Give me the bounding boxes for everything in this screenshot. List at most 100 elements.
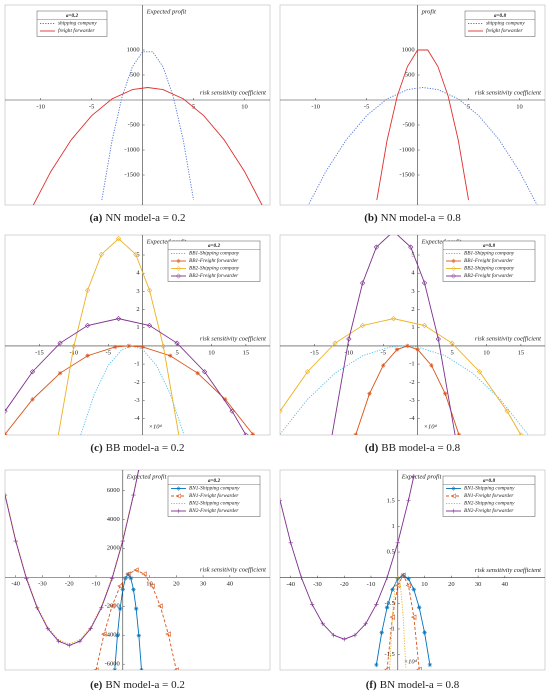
point-marker: [84, 322, 91, 329]
legend-label: BB2-Shipping company: [189, 266, 240, 272]
x-tick-label: -10: [36, 103, 45, 110]
point-marker: [408, 244, 414, 250]
legend-label: BN2-Freight forwarder: [189, 507, 239, 514]
point-marker: [405, 343, 410, 349]
point-marker: [136, 633, 142, 638]
point-marker: [93, 667, 99, 670]
x-tick-label: 5: [467, 103, 470, 110]
x-tick-label: 10: [208, 349, 215, 356]
point-marker: [243, 432, 249, 435]
caption-label: (f): [366, 679, 377, 691]
point-marker: [395, 576, 400, 581]
point-marker: [410, 614, 417, 620]
point-marker: [157, 603, 163, 609]
point-marker: [416, 605, 422, 610]
point-marker: [5, 408, 8, 414]
point-marker: [411, 587, 417, 592]
point-marker: [120, 587, 125, 592]
point-marker: [429, 363, 434, 368]
x-tick-label: -10: [344, 349, 353, 356]
point-marker: [165, 631, 171, 637]
legend-marker: [451, 508, 456, 514]
point-marker: [331, 632, 336, 638]
x-tick-label: -10: [92, 581, 101, 588]
point-marker: [518, 432, 524, 435]
point-marker: [406, 576, 411, 581]
panel-frame: [279, 4, 546, 206]
caption: (a) NN model-a = 0.2: [90, 212, 186, 224]
y-tick-label: -3: [134, 397, 139, 404]
point-marker: [406, 498, 411, 503]
y-tick-label: 1000: [127, 46, 140, 53]
chart-panel: -10 -5 5 10 -1500 -1000 -500 500 1000 profit risk …: [279, 4, 546, 224]
y-tick-label: -1: [134, 361, 139, 368]
point-marker: [5, 432, 8, 435]
y-tick-label: -1: [389, 625, 394, 632]
y-tick-label: -500: [403, 121, 415, 128]
point-marker: [201, 369, 208, 375]
y-tick-label: 5: [136, 251, 139, 258]
legend-label: BB1-Freight forwarder: [464, 257, 514, 264]
point-marker: [115, 316, 122, 322]
x-tick-label: 10: [146, 581, 153, 588]
plot-area: [32, 51, 263, 205]
x-tick-label: 10: [516, 103, 523, 110]
series-line: [376, 49, 470, 201]
x-tick-label: -5: [106, 349, 111, 356]
caption-label: (b): [364, 212, 378, 224]
point-marker: [400, 572, 406, 578]
legend-marker: [451, 258, 456, 264]
x-axis-title: risk sensitivity coefficient: [475, 567, 541, 574]
caption: (f) BN model-a = 0.8: [366, 679, 460, 691]
x-tick-label: 20: [448, 581, 455, 588]
point-marker: [77, 638, 83, 644]
series-line: [5, 470, 140, 646]
point-marker: [389, 614, 395, 620]
point-marker: [379, 630, 384, 635]
point-marker: [24, 576, 29, 581]
y-axis-title: Expected profit: [146, 238, 187, 245]
point-marker: [34, 605, 40, 610]
y-tick-label: -1: [409, 361, 414, 368]
y-tick-label: 3: [136, 288, 139, 295]
point-marker: [131, 587, 136, 592]
y-tick-label: 5: [411, 251, 414, 258]
point-marker: [120, 538, 125, 544]
y-tick-label: -500: [128, 121, 140, 128]
point-marker: [29, 369, 36, 375]
point-marker: [359, 280, 366, 286]
x-axis-title: risk sensitivity coefficient: [200, 567, 266, 574]
legend-label: shipping company: [58, 21, 97, 27]
point-marker: [421, 322, 428, 329]
point-marker: [84, 287, 91, 293]
series-line: [307, 87, 538, 205]
x-tick-label: -15: [310, 349, 319, 356]
y-tick-label: 4: [411, 270, 415, 277]
x-tick-label: 15: [518, 349, 525, 356]
x-tick-label: -5: [364, 103, 369, 110]
point-marker: [421, 280, 428, 286]
point-marker: [416, 666, 422, 670]
point-marker: [395, 540, 400, 546]
point-marker: [45, 626, 51, 631]
point-marker: [128, 575, 134, 581]
series-line: [32, 87, 263, 205]
legend-marker: [176, 258, 181, 264]
x-tick-label: -10: [69, 349, 78, 356]
point-marker: [109, 576, 115, 581]
point-marker: [373, 244, 379, 250]
x-tick-label: 5: [450, 349, 453, 356]
point-marker: [288, 540, 293, 546]
point-marker: [352, 632, 358, 638]
caption: (b) NN model-a = 0.8: [364, 212, 461, 224]
x-tick-label: 10: [241, 103, 248, 110]
y-tick-label: 1: [136, 324, 139, 331]
plot-area: [280, 473, 433, 670]
chart-panel: -40 -30 -20 -10 10 20 30 40 -1.5 -1 -0.5 0.5 1 1.5 Exp…: [279, 469, 546, 691]
point-marker: [359, 322, 366, 329]
point-marker: [13, 538, 18, 544]
point-marker: [381, 363, 386, 368]
point-marker: [223, 397, 228, 402]
